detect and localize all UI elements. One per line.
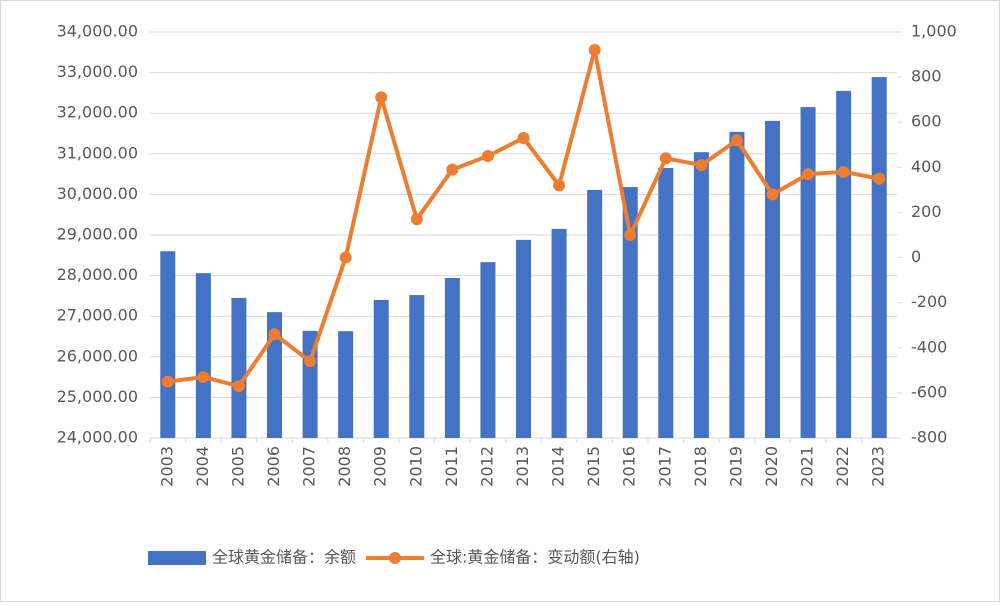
bar <box>267 312 282 438</box>
x-tick-label: 2016 <box>620 446 639 487</box>
x-tick-label: 2005 <box>228 446 247 487</box>
marker <box>553 179 566 192</box>
marker <box>588 44 601 57</box>
x-tick-label: 2010 <box>406 446 425 487</box>
marker <box>517 132 530 145</box>
marker <box>837 165 850 178</box>
bar <box>231 297 247 438</box>
bar <box>836 90 852 439</box>
marker <box>161 375 174 388</box>
x-tick-label: 2013 <box>513 446 532 487</box>
x-tick-label: 2017 <box>655 446 674 487</box>
y2-tick-label: 200 <box>911 202 942 221</box>
bar <box>587 189 603 438</box>
legend-label: 全球黄金储备：余额 <box>212 548 356 567</box>
marker <box>232 380 245 393</box>
y-tick-label: 29,000.00 <box>57 225 138 244</box>
legend-swatch <box>148 551 206 565</box>
y2-tick-label: -800 <box>911 428 947 447</box>
bar <box>409 295 425 438</box>
bar <box>373 299 389 438</box>
marker <box>481 150 494 163</box>
y2-tick-label: 400 <box>911 157 942 176</box>
bar <box>622 187 638 438</box>
marker <box>802 168 815 181</box>
x-tick-label: 2020 <box>762 446 781 487</box>
bar <box>871 77 887 438</box>
x-tick-label: 2018 <box>691 446 710 487</box>
marker <box>339 251 352 264</box>
x-tick-label: 2014 <box>549 446 568 487</box>
bar <box>338 331 354 438</box>
y2-tick-label: -200 <box>911 292 947 311</box>
y-tick-label: 26,000.00 <box>57 346 138 365</box>
x-tick-label: 2023 <box>869 446 888 487</box>
y-tick-label: 31,000.00 <box>57 143 138 162</box>
marker <box>197 371 210 384</box>
bar <box>160 251 176 438</box>
y2-tick-label: -600 <box>911 382 947 401</box>
bar <box>480 262 496 438</box>
marker <box>873 172 886 185</box>
marker <box>730 134 743 147</box>
bar <box>444 278 460 438</box>
y2-tick-label: -400 <box>911 337 947 356</box>
bar <box>551 228 567 438</box>
x-tick-label: 2003 <box>157 446 176 487</box>
x-tick-label: 2015 <box>584 446 603 487</box>
bar <box>800 107 816 439</box>
y2-tick-label: 1,000 <box>911 22 957 41</box>
marker <box>446 163 459 176</box>
y2-tick-label: 600 <box>911 112 942 131</box>
y-tick-label: 34,000.00 <box>57 22 138 41</box>
x-tick-label: 2008 <box>335 446 354 487</box>
y-tick-label: 27,000.00 <box>57 306 138 325</box>
marker <box>304 355 317 368</box>
marker <box>375 91 388 104</box>
x-tick-label: 2006 <box>264 446 283 487</box>
y-tick-label: 32,000.00 <box>57 103 138 122</box>
bar <box>516 239 531 438</box>
x-tick-label: 2022 <box>833 446 852 487</box>
legend-label: 全球:黄金储备：变动额(右轴) <box>430 548 640 567</box>
bar <box>658 168 674 438</box>
x-tick-label: 2012 <box>477 446 496 487</box>
bar <box>729 131 745 438</box>
x-tick-label: 2007 <box>300 446 319 487</box>
marker <box>695 159 708 172</box>
marker <box>766 188 779 201</box>
x-tick-label: 2011 <box>442 446 461 487</box>
bar <box>765 120 780 438</box>
y-tick-label: 28,000.00 <box>57 265 138 284</box>
y-tick-label: 25,000.00 <box>57 387 138 406</box>
x-tick-label: 2019 <box>726 446 745 487</box>
y-tick-label: 33,000.00 <box>57 62 138 81</box>
x-tick-label: 2009 <box>371 446 390 487</box>
marker <box>659 152 672 165</box>
bar <box>693 152 709 438</box>
x-tick-label: 2004 <box>193 446 212 487</box>
y-tick-label: 24,000.00 <box>57 428 138 447</box>
bar <box>195 273 211 438</box>
legend-marker <box>389 552 402 564</box>
y2-tick-label: 0 <box>911 247 921 266</box>
marker <box>624 229 637 241</box>
y-tick-label: 30,000.00 <box>57 184 138 203</box>
y2-tick-label: 800 <box>911 67 942 86</box>
x-tick-label: 2021 <box>798 446 817 487</box>
marker <box>410 213 423 226</box>
marker <box>268 328 281 341</box>
